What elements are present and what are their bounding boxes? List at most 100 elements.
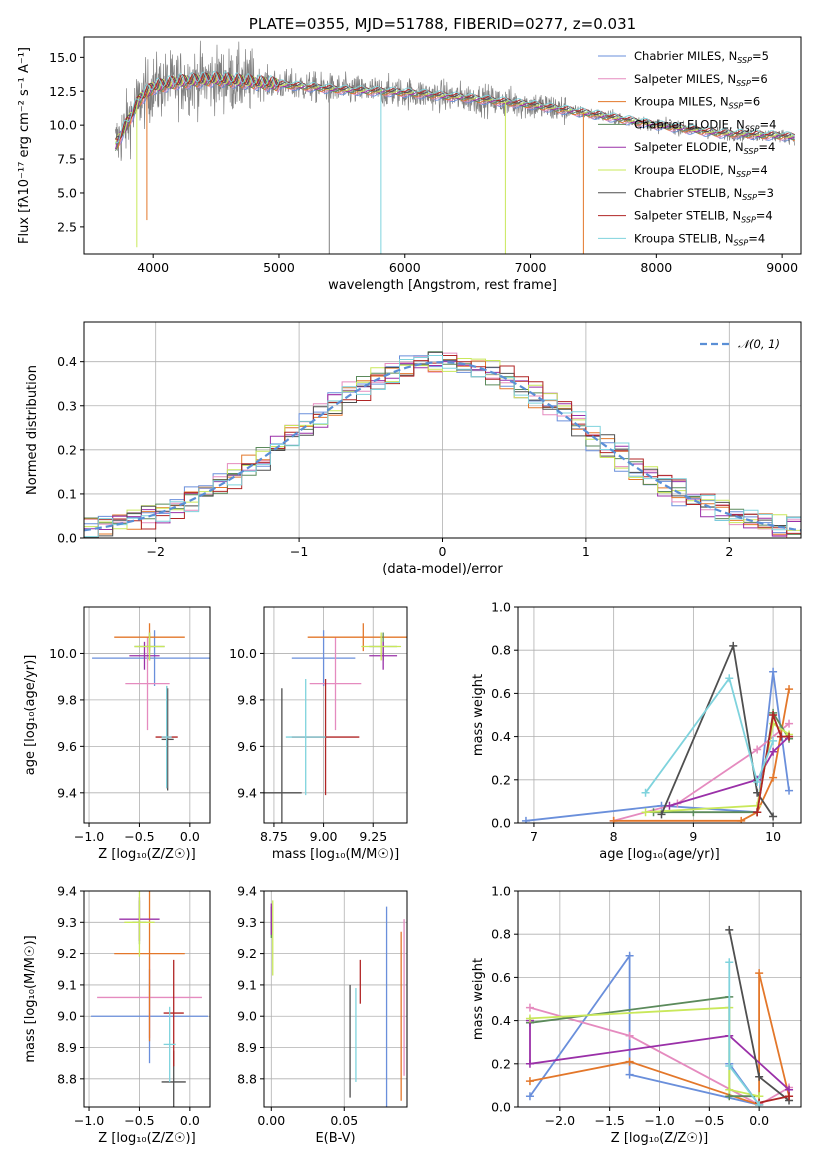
x-axis-label: mass [log₁₀(M/M☉)] xyxy=(272,847,399,862)
mass-vs-ebv-plot-area xyxy=(270,900,405,1107)
y-tick-label: 10.0 xyxy=(229,646,257,661)
axes-frame xyxy=(263,606,408,824)
mass-weight-line xyxy=(653,710,790,814)
plus-marker xyxy=(753,777,762,786)
y-tick-label: 1.0 xyxy=(491,884,511,899)
plus-marker xyxy=(609,816,618,823)
legend-label: 𝒩(0, 1) xyxy=(738,337,780,351)
residual-histogram xyxy=(84,358,801,531)
plus-marker xyxy=(625,1031,634,1040)
y-tick-label: 7.5 xyxy=(57,152,77,167)
y-tick-label: 9.2 xyxy=(237,946,257,961)
mass-weight-line xyxy=(529,1006,790,1106)
x-tick-label: −1 xyxy=(290,544,308,559)
legend-label: Chabrier MILES, NSSP=5 xyxy=(634,49,769,65)
x-tick-label: 9000 xyxy=(766,260,798,275)
x-tick-label: 0.0 xyxy=(749,1113,769,1128)
y-tick-label: 8.9 xyxy=(57,1040,77,1055)
legend-label: Chabrier STELIB, NSSP=3 xyxy=(634,186,774,202)
plus-marker xyxy=(769,711,778,719)
y-tick-label: 0.0 xyxy=(491,1100,511,1115)
age-vs-Z-plot-area xyxy=(92,623,210,791)
mass-weight-line xyxy=(644,676,774,794)
plus-marker xyxy=(525,1003,534,1012)
x-tick-label: −0.5 xyxy=(694,1113,724,1128)
errorbar-point xyxy=(291,630,356,686)
errorbar-point xyxy=(361,632,402,661)
axes-frame xyxy=(83,890,211,1108)
plus-marker xyxy=(725,674,734,683)
plus-marker xyxy=(665,801,674,810)
axes-frame xyxy=(517,890,802,1108)
y-tick-label: 0.4 xyxy=(491,1013,511,1028)
y-tick-label: 0.4 xyxy=(491,729,511,744)
y-tick-label: 9.4 xyxy=(237,785,257,800)
plus-marker xyxy=(755,1072,764,1081)
plus-marker xyxy=(785,732,794,741)
y-tick-label: 12.5 xyxy=(49,84,77,99)
x-tick-label: 2 xyxy=(725,544,733,559)
y-tick-label: 0.8 xyxy=(491,643,511,658)
plus-marker xyxy=(755,1100,764,1107)
age-vs-mass-panel: 8.75 9.00 9.25 9.4 9.6 9.8 10.0 mass [log₁₀(M/M… xyxy=(229,606,408,862)
x-tick-label: 8 xyxy=(610,829,618,844)
plus-marker xyxy=(525,1014,534,1023)
errorbar-point xyxy=(163,959,184,1067)
y-tick-label: 0.0 xyxy=(57,531,77,546)
residuals-plot-area xyxy=(84,351,801,538)
mass-weight-series xyxy=(525,992,764,1101)
y-tick-label: 9.0 xyxy=(237,1009,257,1024)
plus-marker xyxy=(769,667,778,676)
x-tick-label: 5000 xyxy=(263,260,295,275)
x-tick-label: 0.0 xyxy=(180,829,200,844)
y-tick-label: 9.6 xyxy=(57,739,77,754)
x-tick-label: 9.00 xyxy=(310,829,338,844)
plus-marker xyxy=(641,788,650,797)
mass-weight-line xyxy=(660,642,774,818)
y-tick-label: 0.4 xyxy=(57,354,77,369)
x-tick-label: 6000 xyxy=(389,260,421,275)
y-axis-label: mass weight xyxy=(471,674,486,756)
model-spectrum-line xyxy=(115,74,795,152)
model-spectrum-line xyxy=(115,77,795,145)
age-vs-Z-panel: −1.0 −0.5 0.0 9.4 9.6 9.8 10.0 Z [log₁₀(Z/Z☉)] a… xyxy=(23,606,211,862)
errorbar-point xyxy=(125,637,170,731)
mass-weight-series xyxy=(641,674,778,797)
y-tick-label: 9.3 xyxy=(57,915,77,930)
x-tick-label: −0.5 xyxy=(124,1113,154,1128)
spectrum-panel: 4000 5000 6000 7000 8000 9000 2.5 5.0 7.5 10.0 12.… xyxy=(17,15,802,293)
x-axis-label: Z [log₁₀(Z/Z☉)] xyxy=(611,1131,708,1146)
y-tick-label: 9.0 xyxy=(57,1009,77,1024)
y-tick-label: 5.0 xyxy=(57,185,77,200)
x-tick-label: 0.05 xyxy=(330,1113,358,1128)
x-tick-label: −1.0 xyxy=(644,1113,674,1128)
massweight-vs-Z-panel: −2.0 −1.5 −1.0 −0.5 0.0 0.0 0.2 0.4 0.6 0.8 1.0 Z [… xyxy=(471,884,802,1146)
errorbar-point xyxy=(163,1006,176,1082)
massweight-vs-Z-plot-area xyxy=(525,925,794,1107)
mass-weight-line xyxy=(529,952,762,1107)
model-spectrum-line xyxy=(115,71,795,141)
x-tick-label: 0 xyxy=(439,544,447,559)
errorbar-point xyxy=(161,685,172,789)
mass-weight-line xyxy=(758,1095,790,1104)
mass-weight-line xyxy=(529,1020,790,1091)
legend-label: Salpeter ELODIE, NSSP=4 xyxy=(634,140,775,156)
y-tick-label: 8.9 xyxy=(237,1040,257,1055)
y-tick-label: 2.5 xyxy=(57,219,77,234)
y-axis-label: Normed distribution xyxy=(25,365,40,495)
normal-reference-curve xyxy=(84,360,801,532)
x-tick-label: 7000 xyxy=(515,260,547,275)
plus-marker xyxy=(625,1070,634,1079)
x-axis-label: E(B-V) xyxy=(315,1131,355,1146)
y-tick-label: 1.0 xyxy=(491,600,511,615)
x-tick-label: −1.0 xyxy=(74,829,104,844)
y-axis-label: age [log₁₀(age/yr)] xyxy=(23,655,38,776)
x-tick-label: 1 xyxy=(582,544,590,559)
plus-marker xyxy=(753,808,762,817)
x-tick-label: 4000 xyxy=(137,260,169,275)
y-tick-label: 8.8 xyxy=(57,1071,77,1086)
model-spectrum-line xyxy=(115,70,795,144)
y-tick-label: 10.0 xyxy=(49,646,77,661)
y-tick-label: 0.6 xyxy=(491,686,511,701)
